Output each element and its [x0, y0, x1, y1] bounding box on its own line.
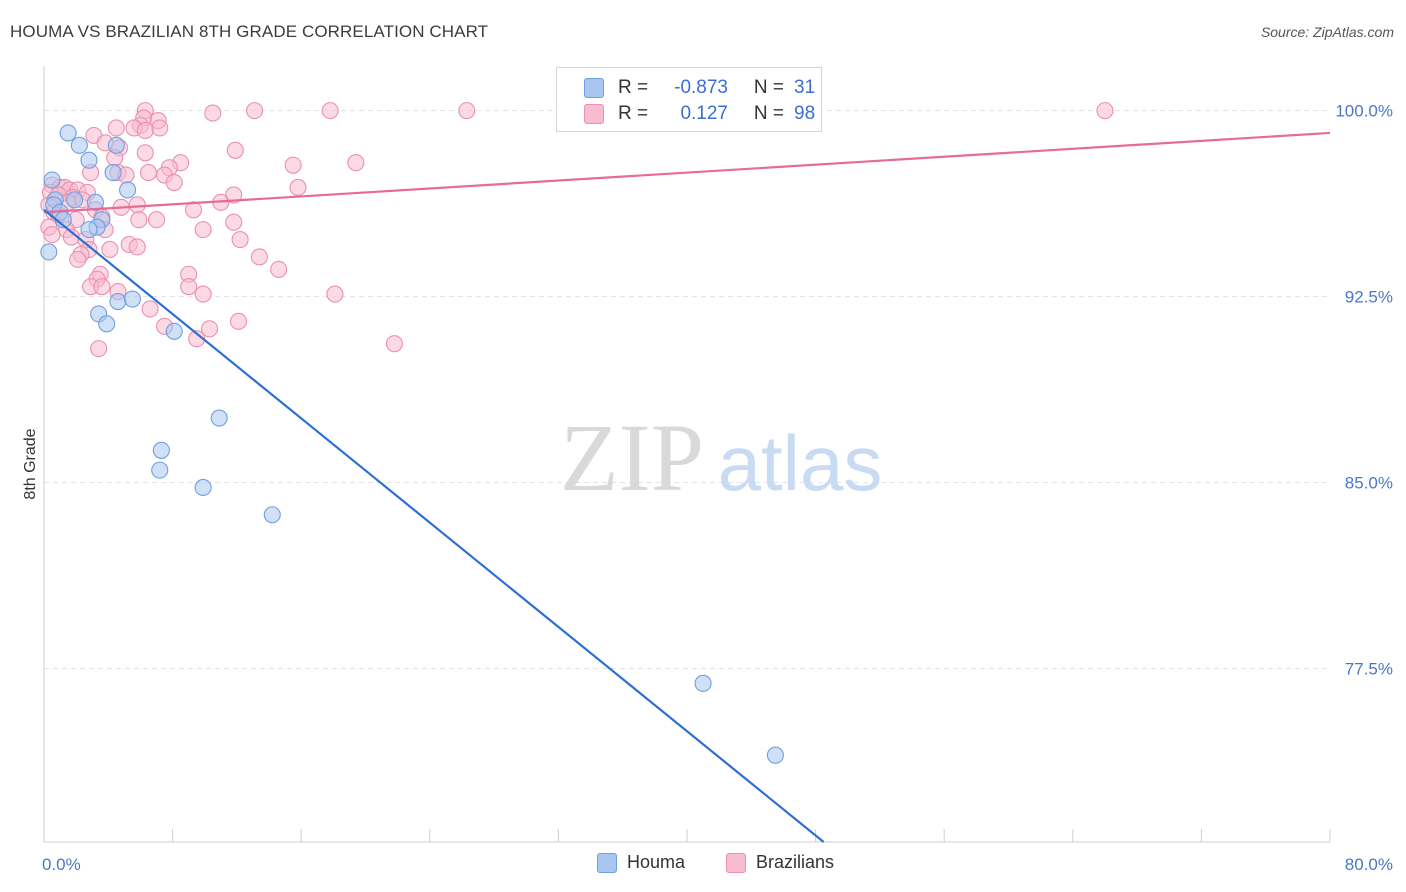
houma-point [123, 290, 141, 308]
brazilians-point [229, 312, 248, 330]
n-value: 98 [794, 103, 816, 124]
brazilians-point [385, 335, 403, 353]
y-tick-label: 100.0% [1335, 102, 1393, 121]
houma-point [86, 193, 104, 211]
houma-point [263, 506, 281, 524]
brazilians-point [130, 211, 148, 229]
brazilians-point [101, 240, 119, 259]
n-label: N = [753, 77, 784, 98]
houma-point [694, 674, 712, 692]
brazilians-point [128, 238, 146, 256]
brazilians-trend-line [43, 131, 1331, 214]
brazilians-point [128, 196, 146, 214]
houma-point [80, 151, 98, 169]
brazilians-point [250, 248, 268, 266]
n-value: 31 [794, 77, 816, 98]
brazilians-point [90, 340, 108, 358]
brazilians-point [141, 300, 159, 318]
brazilians-point [43, 226, 61, 244]
correlation-legend: R = -0.873 N = 31 R = 0.127 N = 98 [556, 67, 822, 132]
legend-row-houma: R = -0.873 N = 31 [557, 75, 834, 101]
houma-point [80, 221, 98, 239]
houma-point [151, 461, 169, 479]
houma-legend-swatch [597, 852, 617, 873]
brazilians-point [194, 221, 212, 239]
y-tick-label: 85.0% [1345, 474, 1393, 493]
trend-lines [43, 131, 1331, 843]
brazilians-point [184, 201, 203, 219]
houma-point [104, 164, 122, 182]
brazilians-point [1096, 102, 1114, 120]
legend-item-brazilians[interactable]: Brazilians [726, 852, 834, 873]
houma-point [98, 315, 116, 333]
brazilians-point [107, 119, 125, 137]
brazilians-point [69, 250, 87, 268]
brazilians-point [225, 213, 243, 231]
watermark-atlas: atlas [718, 419, 883, 507]
brazilians-point [93, 278, 111, 296]
x-tick-label: 80.0% [1345, 855, 1393, 874]
brazilians-point [321, 102, 339, 120]
brazilians-point [147, 211, 166, 229]
brazilians-legend-swatch [726, 852, 746, 873]
y-tick-label: 92.5% [1345, 288, 1393, 307]
houma-point [766, 746, 784, 764]
legend-item-houma[interactable]: Houma [597, 852, 685, 873]
brazilians-point [226, 141, 244, 159]
houma-point [65, 191, 84, 209]
r-value: 0.127 [680, 103, 728, 124]
brazilians-legend-label: Brazilians [756, 852, 835, 872]
watermark-zip: ZIP [560, 404, 704, 511]
brazilians-point [246, 102, 264, 120]
brazilians-point [458, 102, 476, 120]
brazilians-point [289, 178, 307, 197]
houma-point [165, 322, 183, 340]
r-label: R = [618, 77, 649, 98]
r-value: -0.873 [674, 77, 728, 98]
houma-point [109, 292, 127, 311]
houma-point [43, 171, 61, 189]
houma-point [119, 181, 137, 199]
houma-point [194, 478, 212, 497]
brazilians-point [201, 320, 219, 338]
chart-title: HOUMA VS BRAZILIAN 8TH GRADE CORRELATION… [10, 22, 489, 41]
houma-point [40, 243, 58, 261]
brazilians-point [136, 121, 154, 140]
houma-point [70, 136, 88, 154]
brazilians-point [284, 156, 302, 174]
brazilians-point [139, 164, 158, 182]
brazilians-point [151, 119, 169, 137]
houma-legend-label: Houma [627, 852, 686, 872]
y-axis-label: 8th Grade [22, 428, 39, 499]
brazilians-point [180, 278, 198, 296]
brazilians-point [270, 260, 288, 278]
brazilians-point [225, 186, 243, 204]
n-label: N = [753, 103, 784, 124]
chart-source: Source: ZipAtlas.com [1260, 24, 1394, 40]
houma-point [152, 441, 170, 459]
y-tick-label: 77.5% [1345, 659, 1393, 678]
brazilians-point [165, 173, 183, 192]
brazilians-point [136, 144, 154, 162]
houma-point [59, 124, 77, 142]
brazilians-points [40, 102, 1114, 358]
x-tick-label: 0.0% [42, 855, 81, 874]
brazilians-point [347, 154, 365, 172]
brazilians-point [231, 230, 249, 249]
r-label: R = [618, 103, 649, 124]
brazilians-point [326, 285, 344, 303]
houma-points [40, 124, 784, 764]
legend-row-brazilians: R = 0.127 N = 98 [557, 101, 834, 127]
tick-labels: 100.0% 92.5% 85.0% 77.5% 0.0% 80.0% [42, 102, 1393, 874]
houma-point [107, 136, 125, 154]
houma-trend-line [43, 208, 825, 843]
series-legend: Houma Brazilians [0, 852, 1406, 878]
brazilians-point [204, 104, 222, 122]
brazilians-point [194, 285, 212, 303]
houma-swatch [584, 78, 604, 98]
watermark: ZIP atlas [560, 404, 882, 511]
houma-point [210, 409, 228, 427]
brazilians-swatch [584, 104, 604, 124]
